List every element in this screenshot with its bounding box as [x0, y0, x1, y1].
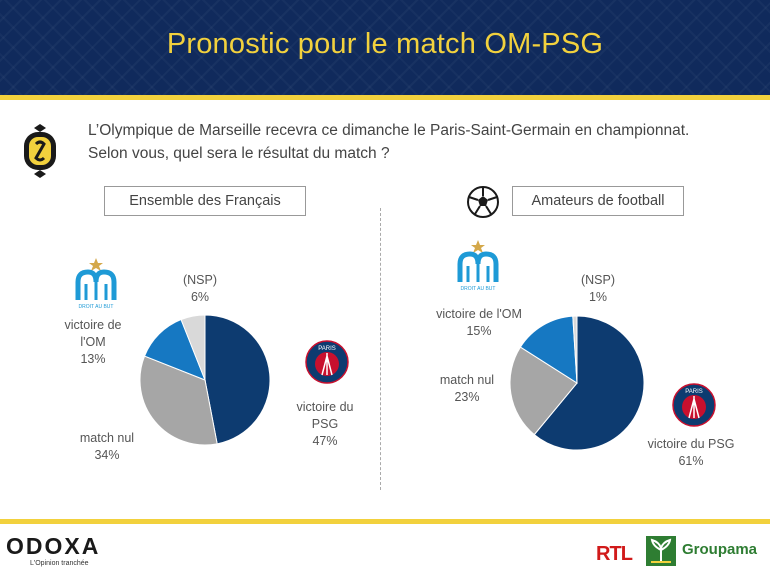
label-nsp-1: (NSP) 6%	[182, 273, 218, 304]
label-om-1: victoire de l'OM 13%	[64, 318, 122, 366]
psg-logo-text-2: PARIS	[685, 389, 703, 395]
om-logo-text-2: DROIT AU BUT	[461, 286, 496, 292]
label-nul-1: match nul 34%	[79, 431, 135, 462]
football-icon	[467, 186, 499, 218]
question-icon	[24, 124, 56, 178]
footer-accent-bar	[0, 519, 770, 524]
question-line-2: Selon vous, quel sera le résultat du mat…	[88, 145, 390, 162]
segment-title-all: Ensemble des Français	[104, 186, 306, 216]
segment-title-football: Amateurs de football	[512, 186, 684, 216]
om-logo-icon: DROIT AU BUT	[75, 258, 117, 310]
rtl-logo-text: RTL	[596, 543, 633, 565]
label-psg-1: victoire du PSG 47%	[296, 400, 354, 448]
pie2-slice-nul	[509, 346, 578, 436]
survey-question: L’Olympique de Marseille recevra ce dima…	[88, 119, 758, 165]
question-line-1: L’Olympique de Marseille recevra ce dima…	[88, 122, 690, 139]
groupama-logo-icon	[646, 536, 676, 566]
pie1-slice-nul	[139, 355, 218, 446]
segment-divider	[380, 208, 381, 490]
om-logo-text: DROIT AU BUT	[79, 304, 114, 310]
psg-logo-icon-2: PARIS	[672, 383, 716, 427]
label-nsp-2: (NSP) 1%	[580, 273, 616, 304]
label-om-2: victoire de l'OM 15%	[436, 307, 522, 338]
page-title: Pronostic pour le match OM-PSG	[166, 28, 604, 60]
odoxa-tagline: L'Opinion tranchée	[30, 560, 89, 567]
pie2-slice-om	[519, 315, 578, 384]
label-nul-2: match nul 23%	[439, 373, 495, 404]
psg-logo-text: PARIS	[318, 346, 336, 352]
pie2-slice-psg	[533, 315, 645, 451]
pie1-slice-nsp	[180, 314, 206, 381]
label-psg-2: victoire du PSG 61%	[647, 437, 735, 468]
pie2-slice-nsp	[572, 315, 578, 384]
om-logo-icon-2: DROIT AU BUT	[457, 240, 499, 292]
odoxa-logo: ODOXA	[6, 533, 101, 559]
groupama-text: Groupama	[682, 541, 758, 558]
rtl-logo: RTL	[596, 543, 634, 565]
pie1-slice-psg	[204, 314, 271, 445]
header-banner	[0, 0, 770, 95]
psg-logo-icon: PARIS	[305, 340, 349, 384]
header-accent-bar	[0, 95, 770, 100]
